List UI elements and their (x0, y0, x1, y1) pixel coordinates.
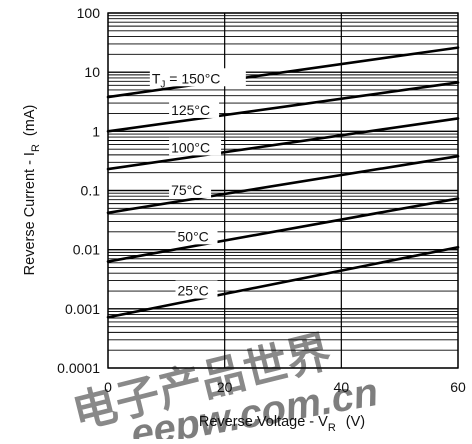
series-label-bg (149, 68, 246, 87)
grid (107, 12, 459, 369)
y-axis-title: Reverse Current - IR(mA) (22, 105, 42, 276)
series-line (106, 46, 460, 99)
y-tick-label: 100 (77, 5, 101, 21)
series-line (106, 117, 460, 171)
y-tick-labels: 0.0001 0.001 0.01 0.1 1 10 100 (57, 5, 100, 376)
series-label-bg (169, 179, 212, 198)
y-tick-label: 0.01 (73, 242, 100, 258)
y-tick-label: 0.1 (81, 183, 101, 199)
x-tick-labels: 0 20 40 60 (104, 379, 466, 395)
series-lines (106, 46, 460, 319)
series-label: 75°C (171, 182, 202, 198)
series-label: 100°C (171, 139, 210, 155)
x-tick-label: 20 (217, 379, 233, 395)
x-tick-label: 60 (450, 379, 466, 395)
x-axis-title: Reverse Voltage - VR (V) (199, 414, 365, 434)
series-labels: TJ = 150°C 125°C 100°C 75°C 50°C 25°C (149, 68, 246, 299)
y-tick-label: 0.0001 (57, 360, 100, 376)
series-line (106, 154, 460, 215)
x-tick-label: 0 (104, 379, 112, 395)
series-label-bg (175, 280, 218, 299)
series-label: 125°C (171, 102, 210, 118)
y-tick-label: 10 (84, 64, 100, 80)
plot-frame (107, 12, 459, 369)
series-label-bg (169, 99, 220, 118)
x-tick-label: 40 (334, 379, 350, 395)
series-label: 50°C (178, 228, 209, 244)
y-tick-label: 0.001 (65, 301, 100, 317)
series-label-bg (175, 226, 218, 245)
y-tick-label: 1 (92, 123, 100, 139)
series-label-bg (169, 137, 222, 156)
series-line (106, 245, 460, 319)
series-line (106, 81, 460, 133)
series-label: 25°C (178, 283, 209, 299)
series-line (106, 197, 460, 263)
series-label: TJ = 150°C (152, 70, 221, 90)
